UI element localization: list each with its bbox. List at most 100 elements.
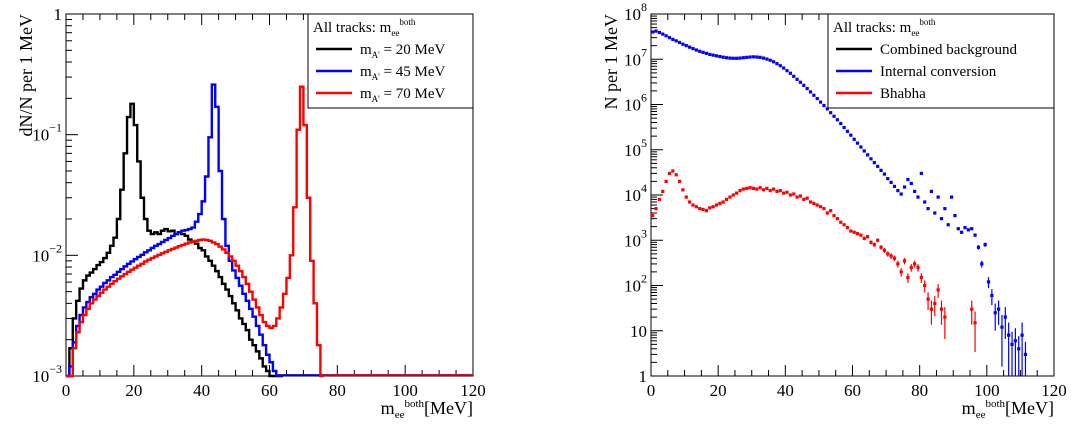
y-tick-label: 106 — [624, 91, 647, 115]
data-point — [654, 29, 658, 33]
data-point — [966, 228, 970, 232]
data-point — [916, 195, 920, 199]
data-point — [815, 203, 819, 207]
data-point — [879, 168, 883, 172]
data-point — [745, 55, 749, 59]
data-point — [943, 315, 947, 319]
data-point — [721, 200, 725, 204]
y-tick-base: 10 — [624, 277, 641, 296]
data-point — [661, 32, 665, 36]
y-tick-exp: −1 — [49, 121, 62, 135]
legend-entry-main: Combined background — [880, 42, 1018, 58]
data-point — [714, 203, 719, 207]
y-tick-exp: −3 — [49, 362, 62, 376]
data-point — [748, 55, 752, 59]
data-point — [899, 192, 903, 196]
data-point — [681, 188, 685, 192]
data-point — [782, 66, 786, 70]
y-tick-exp: −2 — [49, 241, 62, 255]
data-point — [1013, 339, 1017, 343]
y-tick-label: 103 — [624, 226, 647, 250]
data-point — [778, 189, 782, 193]
data-point — [704, 51, 709, 55]
data-point — [768, 189, 772, 193]
data-point — [691, 203, 695, 207]
data-point — [896, 262, 900, 266]
y-tick-exp: 5 — [641, 136, 647, 150]
data-point — [899, 270, 903, 274]
data-point — [892, 184, 897, 188]
x-axis-title-sup: both — [404, 398, 424, 410]
data-point — [808, 90, 813, 94]
data-point — [976, 245, 981, 249]
chart-panel-2: 0 20 40 60 80 100 120108107106105104103102101N… — [601, 0, 1067, 421]
series-2 — [651, 169, 977, 353]
data-point — [765, 57, 769, 61]
histogram-line — [66, 85, 324, 378]
y-tick-exp: 6 — [641, 91, 647, 105]
data-point — [876, 164, 880, 168]
data-point — [872, 161, 876, 165]
data-point — [842, 223, 846, 227]
legend-entry: mA' = 20 MeV — [360, 42, 446, 60]
data-point — [889, 180, 893, 184]
data-point — [812, 201, 816, 206]
x-tick-label: 120 — [1041, 381, 1067, 400]
data-point — [674, 173, 678, 177]
data-point — [771, 187, 776, 191]
y-tick-base: 1 — [639, 367, 648, 386]
data-point — [876, 238, 880, 242]
data-point — [872, 243, 876, 247]
data-point — [963, 226, 967, 230]
y-tick-base: 10 — [32, 367, 49, 386]
y-tick-label: 104 — [624, 181, 647, 205]
data-point — [889, 254, 893, 258]
x-tick-label: 100 — [974, 381, 1000, 400]
data-point — [657, 30, 661, 35]
series-3 — [66, 85, 473, 378]
data-point — [671, 169, 675, 173]
data-point — [795, 195, 799, 199]
data-point — [731, 56, 735, 60]
x-axis-title: meeboth[MeV] — [381, 398, 473, 421]
data-point — [708, 206, 712, 210]
data-point — [902, 185, 907, 189]
data-point — [946, 223, 950, 227]
data-point — [1007, 333, 1011, 337]
data-point — [761, 56, 766, 60]
data-point — [939, 217, 944, 221]
data-point — [802, 83, 806, 87]
y-tick-exp: 7 — [641, 45, 647, 59]
x-tick-label: 80 — [329, 381, 346, 400]
data-point — [718, 201, 722, 206]
legend-entry-main: m — [360, 42, 372, 58]
legend-entry-rest: = 20 MeV — [380, 42, 446, 58]
data-point — [913, 262, 917, 266]
data-point — [758, 186, 762, 190]
data-point — [694, 205, 698, 209]
data-point — [798, 194, 803, 198]
data-point — [698, 207, 702, 211]
data-point — [775, 189, 779, 194]
legend-header-sub: ee — [391, 28, 399, 38]
data-point — [953, 214, 957, 218]
data-point — [882, 248, 887, 252]
data-point — [980, 262, 984, 266]
data-point — [735, 56, 739, 60]
data-point — [973, 321, 977, 325]
data-point — [933, 301, 937, 306]
data-point — [785, 69, 789, 73]
data-point — [677, 179, 682, 183]
y-tick-base: 10 — [624, 231, 641, 250]
data-point — [792, 74, 796, 78]
data-point — [939, 307, 944, 311]
x-tick-label: 60 — [844, 381, 861, 400]
y-tick-exp: 2 — [641, 272, 647, 286]
x-tick-label: 0 — [62, 381, 71, 400]
data-point — [724, 56, 729, 60]
data-point — [996, 307, 1001, 311]
data-point — [882, 172, 887, 176]
data-point — [788, 193, 792, 197]
x-tick-label: 80 — [911, 381, 928, 400]
series-1 — [651, 29, 1028, 376]
